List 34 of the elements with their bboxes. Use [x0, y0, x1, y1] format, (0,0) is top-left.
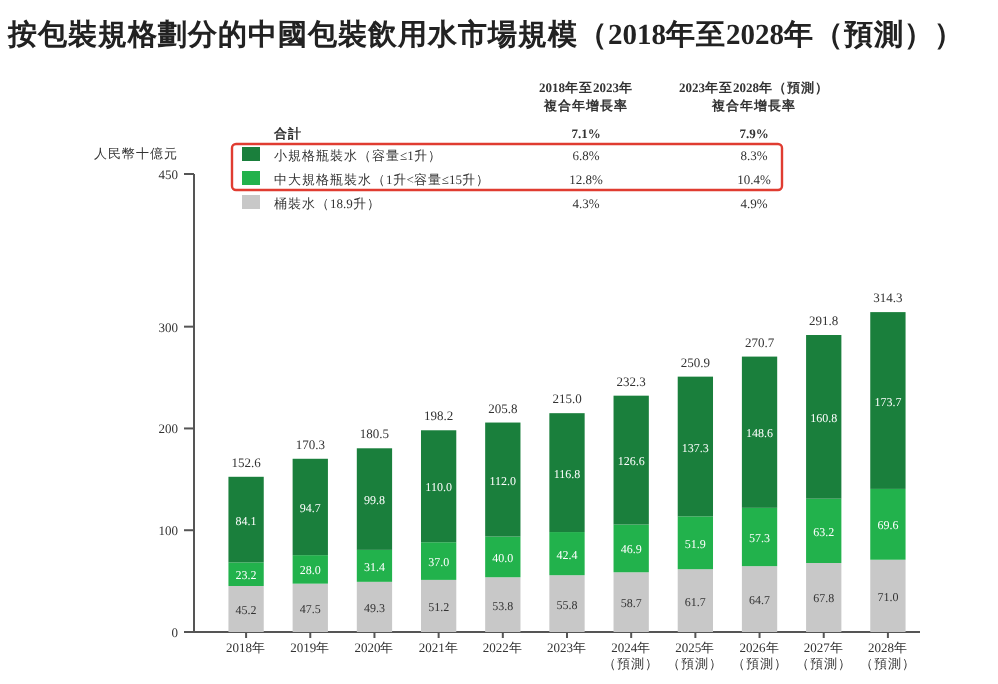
bar — [292, 583, 328, 632]
bar — [356, 581, 393, 632]
bar — [420, 579, 457, 632]
bar — [228, 476, 264, 563]
bar — [549, 575, 585, 632]
chart-title: 按包裝規格劃分的中國包裝飲用水市場規模（2018年至2028年（預測）） — [6, 16, 964, 52]
bar — [228, 586, 264, 632]
bar — [741, 566, 778, 632]
bar — [613, 524, 649, 573]
bar — [741, 356, 778, 508]
bar — [806, 562, 842, 632]
bar — [806, 335, 842, 499]
bar — [741, 507, 778, 567]
bar — [870, 312, 906, 489]
bar — [485, 536, 521, 578]
bar — [677, 376, 714, 517]
bar — [356, 549, 393, 582]
bar — [549, 413, 585, 533]
bar — [870, 488, 906, 560]
bar — [420, 542, 457, 580]
bar — [292, 555, 328, 584]
bar — [613, 395, 649, 525]
bar — [806, 498, 842, 563]
bar — [613, 572, 649, 632]
bar — [485, 422, 521, 537]
bar — [420, 430, 457, 543]
bar — [292, 458, 328, 556]
bar — [677, 569, 714, 632]
bar — [870, 559, 906, 632]
bar — [485, 577, 521, 632]
bar — [549, 532, 585, 576]
bar — [356, 448, 393, 550]
bar — [677, 516, 714, 570]
bar — [228, 562, 264, 586]
